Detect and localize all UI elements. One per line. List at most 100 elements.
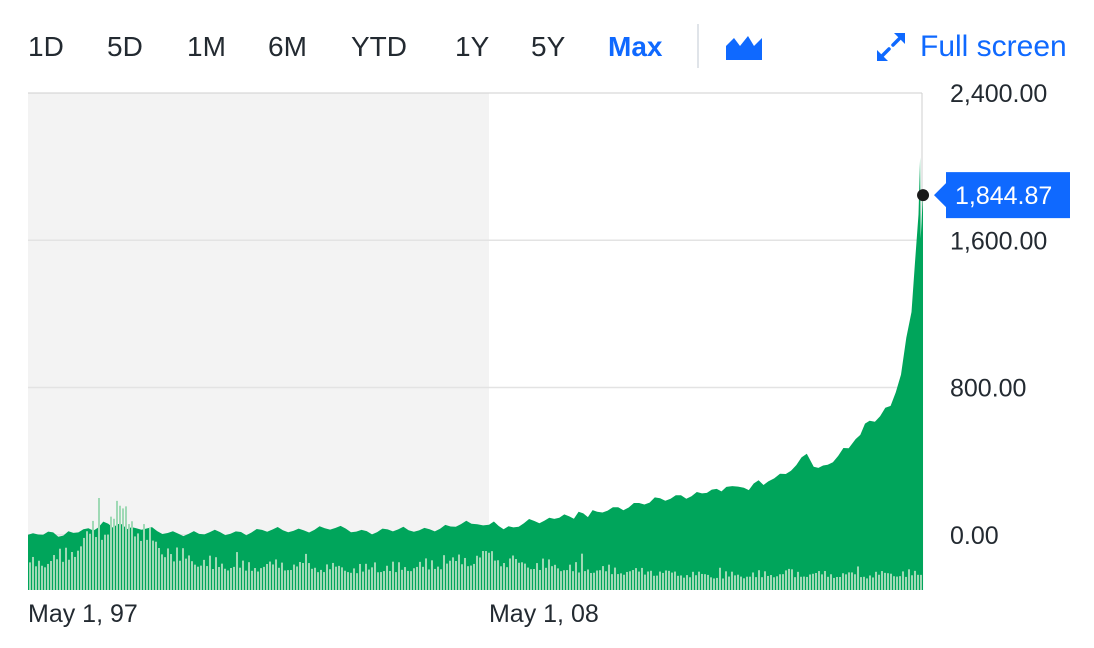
volume-bar [728, 576, 730, 590]
volume-bar [824, 571, 826, 590]
volume-bar [260, 568, 262, 590]
volume-bar [782, 574, 784, 590]
range-ytd-button[interactable]: YTD [351, 31, 407, 62]
volume-bar [425, 558, 427, 590]
y-tick-label: 0.00 [950, 522, 999, 550]
volume-bar [485, 551, 487, 590]
volume-bar [836, 576, 838, 590]
volume-bar [680, 575, 682, 590]
volume-bar [905, 576, 907, 590]
volume-bar [50, 560, 52, 590]
volume-bar [785, 570, 787, 590]
volume-bar [656, 575, 658, 590]
volume-bar [53, 555, 55, 590]
volume-bar [539, 569, 541, 590]
range-6m-button[interactable]: 6M [268, 31, 307, 62]
volume-bar [308, 563, 310, 590]
volume-bar [845, 574, 847, 590]
range-5y-button[interactable]: 5Y [531, 31, 566, 62]
volume-bar [323, 572, 325, 590]
volume-bar [482, 551, 484, 590]
volume-bar [917, 574, 919, 590]
volume-bar [275, 559, 277, 590]
volume-bar [152, 540, 154, 590]
volume-bar [365, 563, 367, 590]
volume-bar [842, 573, 844, 590]
volume-bar [896, 576, 898, 590]
volume-bar [857, 566, 859, 590]
volume-bar [524, 563, 526, 590]
volume-bar [737, 574, 739, 590]
volume-bar [779, 574, 781, 590]
volume-bar [353, 568, 355, 590]
volume-bar [44, 567, 46, 590]
x-tick-label: May 1, 97 [28, 600, 138, 628]
volume-bar [434, 568, 436, 590]
volume-bar [725, 571, 727, 590]
volume-bar [632, 570, 634, 590]
volume-bar [530, 569, 532, 590]
volume-bar [920, 574, 922, 590]
volume-bar [506, 567, 508, 590]
volume-bar [116, 500, 118, 590]
volume-bar [125, 506, 127, 590]
volume-bar [788, 568, 790, 590]
volume-bar [902, 571, 904, 590]
volume-bar [512, 555, 514, 590]
volume-bar [362, 571, 364, 590]
volume-bar [344, 570, 346, 590]
volume-bar [599, 570, 601, 590]
volume-bar [224, 568, 226, 590]
volume-bar [296, 566, 298, 590]
expand-arrows-icon [874, 30, 908, 64]
volume-bar [863, 576, 865, 590]
range-1y-button[interactable]: 1Y [455, 31, 490, 62]
volume-bar [563, 570, 565, 590]
volume-bar [647, 571, 649, 590]
range-5d-button[interactable]: 5D [107, 31, 143, 62]
volume-bar [710, 577, 712, 590]
volume-bar [878, 574, 880, 590]
volume-bar [767, 575, 769, 590]
range-1m-button[interactable]: 1M [187, 31, 226, 62]
range-max-button[interactable]: Max [608, 31, 663, 62]
range-1d-button[interactable]: 1D [28, 31, 64, 62]
volume-bar [422, 566, 424, 590]
volume-bar [47, 563, 49, 590]
volume-bar [317, 572, 319, 590]
volume-bar [866, 578, 868, 590]
volume-bar [827, 576, 829, 590]
volume-bar [167, 548, 169, 590]
volume-bar [815, 573, 817, 590]
volume-bar [578, 572, 580, 590]
volume-bar [191, 561, 193, 590]
volume-bar [137, 533, 139, 590]
x-tick-label: May 1, 08 [489, 600, 599, 628]
volume-bar [236, 552, 238, 590]
volume-bar [185, 558, 187, 590]
volume-bar [77, 550, 79, 590]
volume-bar [821, 574, 823, 590]
volume-bar [551, 566, 553, 590]
volume-bar [56, 559, 58, 590]
volume-bar [410, 571, 412, 590]
volume-bar [182, 548, 184, 590]
volume-bar [713, 578, 715, 590]
volume-bar [32, 556, 34, 590]
volume-bar [356, 573, 358, 590]
volume-bar [134, 536, 136, 590]
volume-bar [446, 563, 448, 590]
volume-bar [752, 572, 754, 590]
volume-bar [488, 552, 490, 590]
volume-bar [83, 537, 85, 590]
volume-bar [881, 571, 883, 590]
volume-bar [734, 575, 736, 590]
volume-bar [170, 554, 172, 590]
volume-bar [35, 566, 37, 590]
volume-bar [71, 551, 73, 590]
area-chart-icon[interactable] [724, 34, 764, 62]
volume-bar [188, 555, 190, 590]
volume-bar [653, 575, 655, 590]
volume-bar [389, 570, 391, 590]
